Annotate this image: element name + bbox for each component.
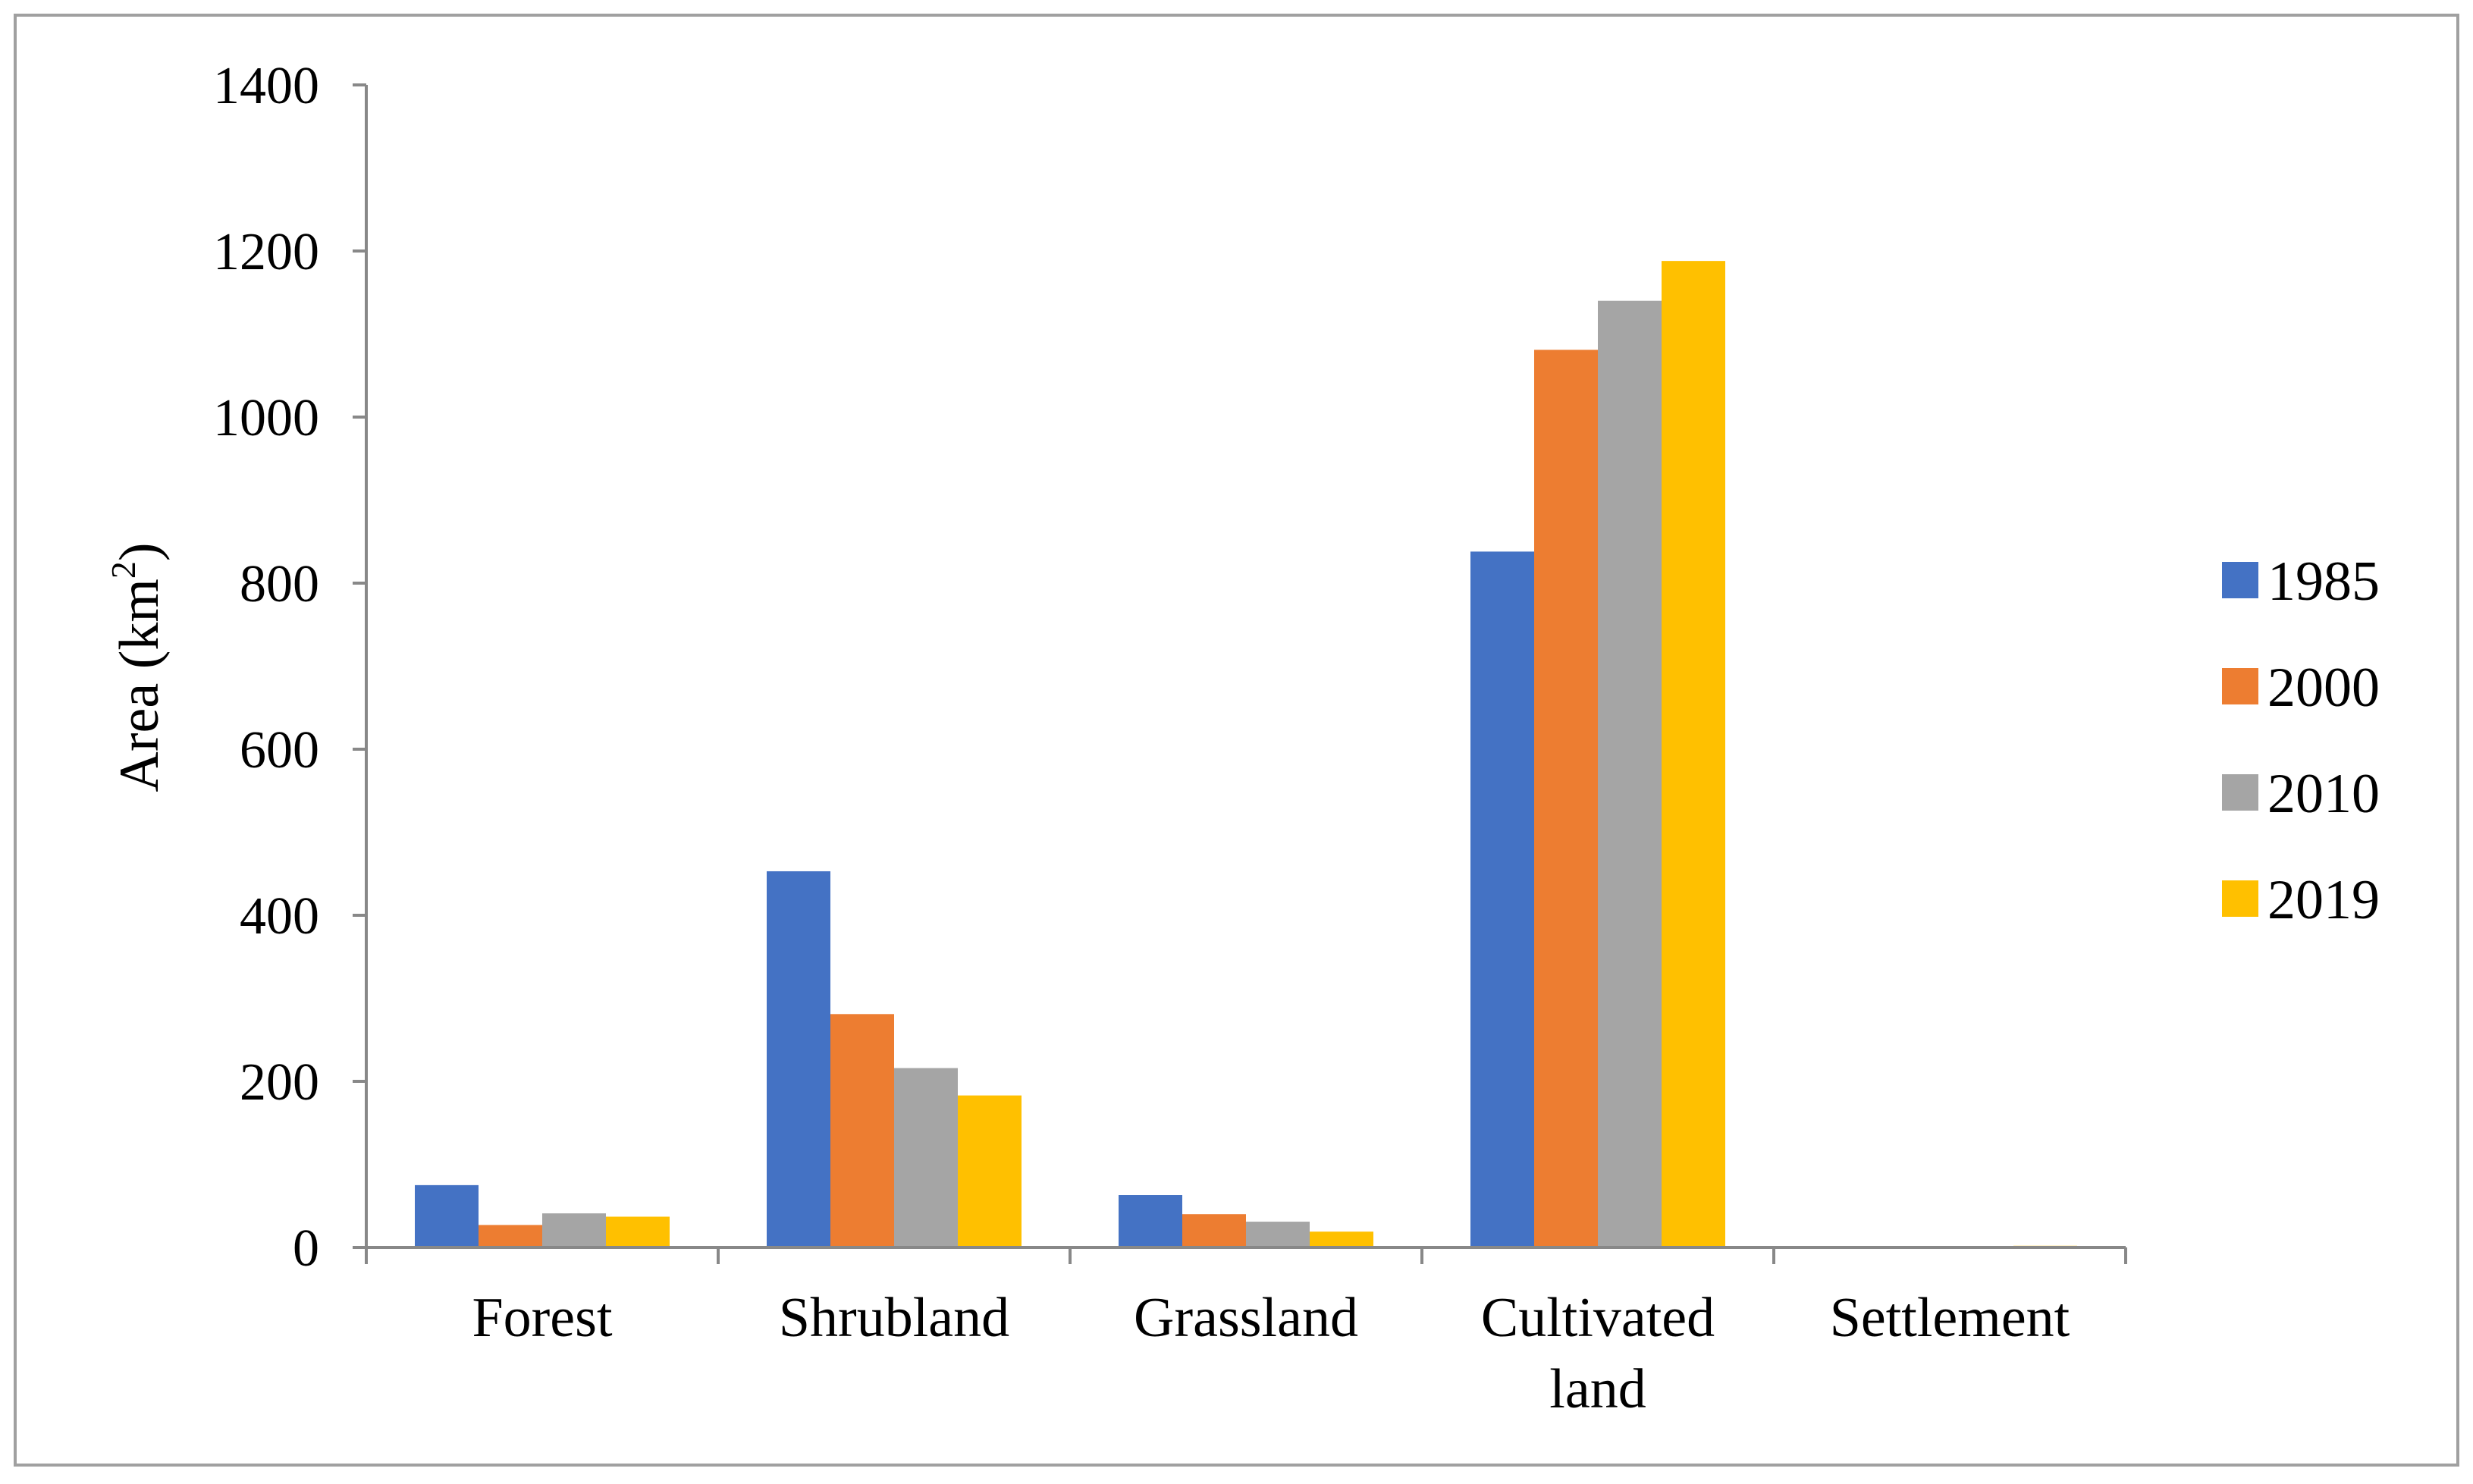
bar-1985-3 [1470, 551, 1534, 1247]
legend-label-2010: 2010 [2267, 763, 2380, 825]
legend-swatch-2019 [2222, 880, 2258, 917]
y-tick-label-400: 400 [240, 887, 319, 946]
legend: 1985 2000 2010 2019 [2222, 551, 2380, 931]
bar-2010-1 [894, 1068, 958, 1247]
y-tick-label-1200: 1200 [213, 223, 319, 281]
y-tick-label-1400: 1400 [213, 57, 319, 115]
bar-2010-2 [1246, 1222, 1310, 1247]
legend-swatch-2010 [2222, 774, 2258, 811]
plot-area [415, 261, 2077, 1248]
bar-2000-3 [1534, 350, 1598, 1248]
y-axis-title: Area (km2) [104, 542, 171, 792]
bar-2010-0 [542, 1213, 606, 1247]
bar-2019-2 [1310, 1231, 1373, 1247]
category-label-1-0: Shrubland [779, 1287, 1009, 1349]
y-axis-title-suffix: ) [108, 542, 171, 561]
category-label-3-1: land [1549, 1358, 1646, 1420]
legend-label-2000: 2000 [2267, 657, 2380, 719]
category-label-0-0: Forest [472, 1287, 613, 1349]
legend-swatch-1985 [2222, 562, 2258, 598]
bar-1985-1 [767, 871, 830, 1247]
bar-1985-0 [415, 1184, 479, 1247]
bar-2000-2 [1182, 1214, 1246, 1247]
axes: 0 200 400 600 800 1000 1200 1400 Forest Shrubland… [104, 57, 2127, 1420]
y-tick-label-600: 600 [240, 721, 319, 780]
category-label-4-0: Settlement [1830, 1287, 2070, 1349]
legend-label-1985: 1985 [2267, 551, 2380, 613]
bar-2019-3 [1662, 261, 1725, 1247]
bar-2000-0 [479, 1225, 542, 1247]
legend-label-2019: 2019 [2267, 869, 2380, 931]
y-tick-label-0: 0 [293, 1219, 319, 1278]
bar-2010-3 [1598, 300, 1662, 1248]
bar-2019-1 [958, 1095, 1022, 1247]
legend-swatch-2000 [2222, 668, 2258, 704]
y-tick-label-800: 800 [240, 555, 319, 613]
bar-2000-1 [830, 1014, 894, 1247]
y-tick-label-200: 200 [240, 1053, 319, 1112]
bar-2019-0 [606, 1216, 670, 1247]
y-axis-title-prefix: Area (km [108, 579, 171, 792]
category-label-3-0: Cultivated [1481, 1287, 1715, 1349]
bar-1985-2 [1119, 1195, 1182, 1247]
category-label-2-0: Grassland [1134, 1287, 1358, 1349]
y-axis-title-superscript: 2 [104, 561, 143, 579]
y-tick-label-1000: 1000 [213, 389, 319, 447]
